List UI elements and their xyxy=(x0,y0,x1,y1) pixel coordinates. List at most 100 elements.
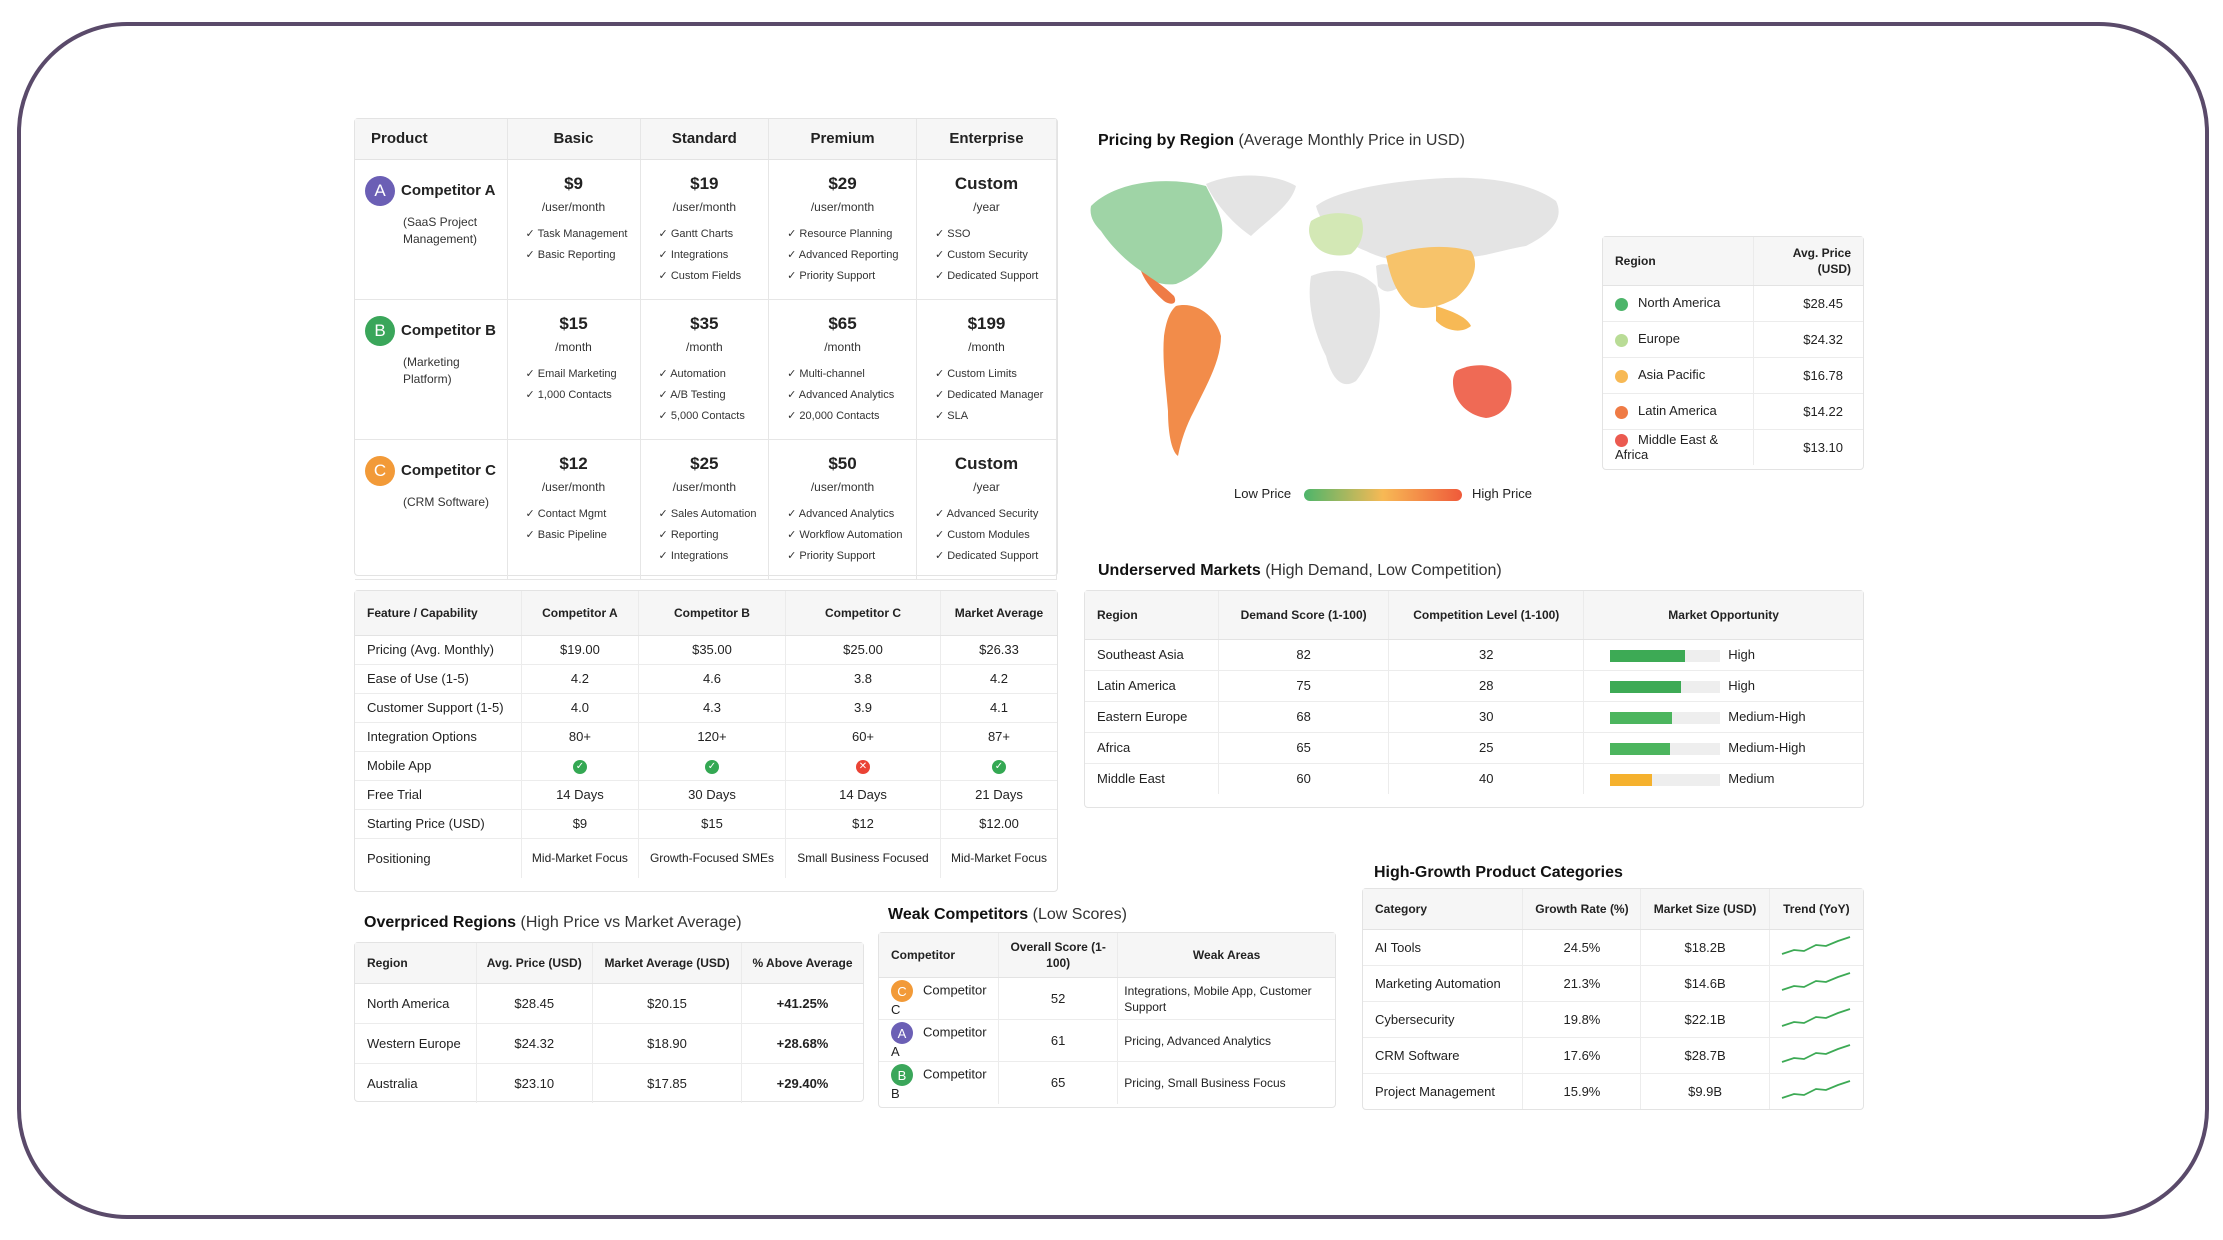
pricing-row: A Competitor A (SaaS Project Management) $9… xyxy=(355,159,1058,300)
opportunity-bar-fill xyxy=(1610,711,1672,724)
tier-cell: Custom/year Advanced SecurityCustom Modul… xyxy=(916,439,1058,580)
legend-gradient xyxy=(1304,489,1462,501)
tier-feature: Custom Modules xyxy=(935,525,1056,546)
growth-category: Project Management xyxy=(1363,1073,1524,1109)
map-region-asia xyxy=(1386,246,1476,309)
product-cell: B Competitor B (Marketing Platform) xyxy=(355,299,508,440)
feature-row: Starting Price (USD) $9 $15 $12 $12.00 xyxy=(355,809,1057,839)
overpriced-region: Australia xyxy=(355,1063,477,1103)
product-avatar: C xyxy=(365,455,395,486)
region-price-table: Region Avg. Price (USD) North America $28… xyxy=(1603,237,1863,465)
underserved-header-demand-score-1-100: Demand Score (1-100) xyxy=(1218,591,1390,640)
map-region-south-america xyxy=(1163,305,1221,456)
feature-comparison-table: Feature / Capability Competitor A Competit… xyxy=(355,591,1057,878)
feature-row: Pricing (Avg. Monthly) $19.00 $35.00 $25.00… xyxy=(355,635,1057,665)
underserved-header-competition-level-1-100: Competition Level (1-100) xyxy=(1388,591,1585,640)
pricing-row: B Competitor B (Marketing Platform) $15/mon… xyxy=(355,299,1058,440)
region-price-row: Middle East & Africa $13.10 xyxy=(1603,429,1863,465)
region-color-dot xyxy=(1615,333,1628,347)
tier-feature: 20,000 Contacts xyxy=(787,406,916,427)
growth-row: Marketing Automation 21.3% $14.6B xyxy=(1363,965,1863,1002)
product-avatar: B xyxy=(365,315,395,346)
trend-up-icon xyxy=(1782,971,1851,991)
product-name: C Competitor C xyxy=(365,455,499,486)
overpriced-percent: +29.40% xyxy=(776,1075,829,1091)
tier-feature: Basic Pipeline xyxy=(526,525,640,546)
tier-cell: $19/user/month Gantt ChartsIntegrationsCu… xyxy=(640,159,770,300)
feature-name: Mobile App xyxy=(355,751,522,781)
region-name: North America xyxy=(1603,285,1754,322)
feature-row: Free Trial 14 Days 30 Days 14 Days 21 Days xyxy=(355,780,1057,810)
growth-rate: 24.5% xyxy=(1522,929,1642,966)
tier-feature: Advanced Security xyxy=(935,504,1056,525)
tier-features: Advanced SecurityCustom ModulesDedicated… xyxy=(935,504,1056,567)
overpriced-market-avg: $20.15 xyxy=(592,983,743,1024)
feature-value: $25.00 xyxy=(785,635,941,665)
tier-features: Custom LimitsDedicated ManagerSLA xyxy=(935,364,1056,427)
overpriced-card: Region Avg. Price (USD) Market Average (US… xyxy=(354,942,864,1103)
weak-score: 65 xyxy=(998,1061,1119,1104)
overpriced-region: Western Europe xyxy=(355,1023,477,1064)
tier-feature: Task Management xyxy=(526,224,640,245)
tier-unit: /user/month xyxy=(810,479,875,494)
competitor-avatar: B xyxy=(891,1064,913,1087)
tier-feature: Priority Support xyxy=(787,546,916,567)
product-name-label: Competitor A xyxy=(401,182,496,199)
region-name: Middle East & Africa xyxy=(1603,429,1754,465)
weak-competitor: A Competitor A xyxy=(879,1019,1000,1062)
growth-category: Cybersecurity xyxy=(1363,1001,1524,1038)
competitor-avatar: C xyxy=(891,980,913,1002)
region-name: Europe xyxy=(1603,321,1754,358)
pricing-header-enterprise: Enterprise xyxy=(916,119,1058,160)
trend-sparkline xyxy=(1769,1037,1863,1074)
underserved-header-market-opportunity: Market Opportunity xyxy=(1583,591,1863,640)
underserved-card: Region Demand Score (1-100) Competition Le… xyxy=(1084,590,1864,808)
pricing-header-product: Product xyxy=(355,119,508,160)
overpriced-price: $23.10 xyxy=(476,1063,593,1103)
feature-value: 80+ xyxy=(521,722,639,752)
feature-value: 87+ xyxy=(940,722,1057,752)
weak-header-competitor: Competitor xyxy=(879,933,1000,978)
tier-features: Contact MgmtBasic Pipeline xyxy=(526,504,640,546)
market-opportunity: Medium-High xyxy=(1583,701,1863,733)
tier-cell: $29/user/month Resource PlanningAdvanced … xyxy=(768,159,917,300)
tier-feature: 5,000 Contacts xyxy=(659,406,769,427)
weak-areas: Pricing, Small Business Focus xyxy=(1124,1075,1286,1090)
tier-cell: $12/user/month Contact MgmtBasic Pipeline xyxy=(507,439,641,580)
overpriced-market-avg: $17.85 xyxy=(592,1063,743,1103)
tier-price: $199 xyxy=(967,313,1006,333)
competition-level: 25 xyxy=(1388,732,1585,764)
region-name-label: Europe xyxy=(1638,331,1680,347)
tier-price: $29 xyxy=(828,173,857,193)
feature-value: 30 Days xyxy=(638,780,787,810)
feature-value: Small Business Focused xyxy=(785,838,941,878)
tier-feature: SLA xyxy=(935,406,1056,427)
tier-feature: Contact Mgmt xyxy=(526,504,640,525)
feature-value: 120+ xyxy=(638,722,787,752)
tier-price: $65 xyxy=(828,313,857,333)
feature-value: 14 Days xyxy=(785,780,941,810)
growth-rate: 15.9% xyxy=(1522,1073,1642,1109)
weak-competitor-name: Competitor A xyxy=(891,1024,987,1059)
region-color-dot xyxy=(1615,434,1628,448)
feature-value: ✓ xyxy=(638,751,787,781)
feature-row: Ease of Use (1-5) 4.2 4.6 3.8 4.2 xyxy=(355,664,1057,694)
product-cell: C Competitor C (CRM Software) xyxy=(355,439,508,580)
tier-features: Advanced AnalyticsWorkflow AutomationPri… xyxy=(787,504,916,567)
growth-category: Marketing Automation xyxy=(1363,965,1524,1002)
trend-up-icon xyxy=(1782,1079,1851,1099)
tier-features: Sales AutomationReportingIntegrations xyxy=(659,504,769,567)
check-icon: ✓ xyxy=(991,760,1006,774)
growth-category: CRM Software xyxy=(1363,1037,1524,1074)
competition-level: 32 xyxy=(1388,639,1585,671)
weak-score: 61 xyxy=(998,1019,1119,1062)
feature-header-feature-capability: Feature / Capability xyxy=(355,591,522,636)
product-category: (CRM Software) xyxy=(403,494,490,509)
tier-cell: $9/user/month Task ManagementBasic Report… xyxy=(507,159,641,300)
opportunity-bar-fill xyxy=(1610,649,1686,662)
weak-areas: Integrations, Mobile App, Customer Suppo… xyxy=(1117,977,1335,1020)
tier-features: Multi-channelAdvanced Analytics20,000 Co… xyxy=(787,364,916,427)
overpriced-title: Overpriced Regions (High Price vs Market… xyxy=(364,914,742,931)
tier-unit: /month xyxy=(685,339,723,354)
